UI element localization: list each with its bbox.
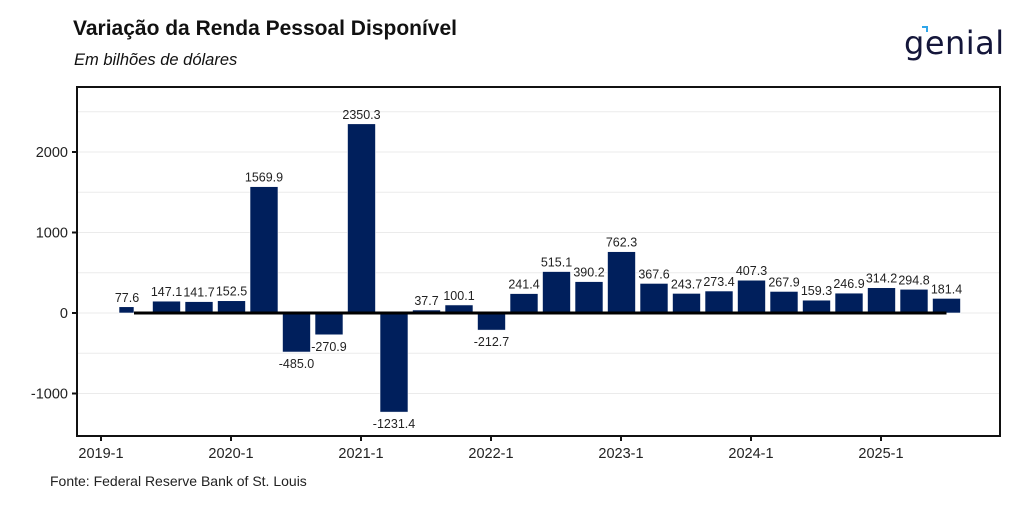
bar [769, 291, 799, 314]
data-label: 241.4 [508, 278, 539, 292]
data-label: 152.5 [216, 285, 247, 299]
data-labels: 77.6 147.1 141.7 152.5 1569.9 -485.0 -270.9 235… [115, 108, 962, 431]
y-tick-label: 0 [60, 306, 68, 322]
bar [217, 300, 246, 314]
bar [704, 290, 734, 314]
bars [118, 123, 961, 413]
data-label: 314.2 [866, 272, 897, 286]
x-tick-label: 2021-1 [338, 446, 383, 462]
data-label: 181.4 [931, 282, 962, 296]
data-label: 294.8 [898, 273, 929, 287]
logo-accent-icon [922, 26, 928, 32]
data-label: -485.0 [279, 357, 314, 371]
bar [509, 293, 539, 314]
data-label: 267.9 [768, 275, 799, 289]
bar [867, 287, 896, 314]
y-tick-label: -1000 [31, 387, 68, 403]
data-label: 243.7 [671, 277, 702, 291]
bar [574, 281, 604, 314]
bar [282, 312, 311, 353]
gridlines [77, 111, 1000, 394]
bar [249, 186, 279, 314]
axes: -1000 0 1000 2000 2019-1 2020-1 2021-1 2022-1 20… [31, 86, 1001, 462]
source-note: Fonte: Federal Reserve Bank of St. Louis [50, 473, 307, 489]
x-tick-label: 2025-1 [858, 446, 903, 462]
data-label: 141.7 [183, 286, 214, 300]
data-label: 37.7 [414, 294, 438, 308]
data-label: 246.9 [833, 277, 864, 291]
bar [542, 271, 571, 314]
bar [834, 292, 864, 314]
bar [802, 299, 831, 314]
bar [118, 306, 135, 314]
bar [672, 293, 701, 314]
data-label: 147.1 [151, 285, 182, 299]
data-label: 77.6 [115, 291, 139, 305]
x-tick-label: 2020-1 [208, 446, 253, 462]
bar [379, 312, 409, 413]
bar [347, 123, 376, 314]
data-label: -270.9 [311, 340, 346, 354]
data-label: -212.7 [474, 335, 509, 349]
y-tick-label: 2000 [36, 145, 68, 161]
chart-title: Variação da Renda Pessoal Disponível [73, 17, 457, 40]
x-tick-label: 2024-1 [728, 446, 773, 462]
bar [607, 251, 636, 314]
genial-logo: genial [904, 24, 1005, 62]
x-tick-label: 2023-1 [598, 446, 643, 462]
data-label: 515.1 [541, 256, 572, 270]
data-label: 390.2 [573, 266, 604, 280]
bar [314, 312, 344, 336]
bar [152, 300, 181, 314]
data-label: 1569.9 [245, 171, 283, 185]
data-label: -1231.4 [373, 417, 415, 431]
bar [899, 288, 929, 314]
bar [184, 301, 214, 314]
bar [639, 283, 669, 314]
data-label: 159.3 [801, 284, 832, 298]
bar [737, 279, 766, 314]
data-label: 762.3 [606, 236, 637, 250]
bar [477, 312, 506, 331]
chart-subtitle: Em bilhões de dólares [74, 51, 238, 69]
plot-border [76, 86, 1001, 437]
data-label: 367.6 [638, 267, 669, 281]
data-label: 273.4 [703, 275, 734, 289]
x-tick-label: 2019-1 [78, 446, 123, 462]
bar [932, 298, 961, 314]
data-label: 407.3 [736, 264, 767, 278]
data-label: 100.1 [443, 289, 474, 303]
x-tick-label: 2022-1 [468, 446, 513, 462]
y-tick-label: 1000 [36, 226, 68, 242]
data-label: 2350.3 [342, 108, 380, 122]
